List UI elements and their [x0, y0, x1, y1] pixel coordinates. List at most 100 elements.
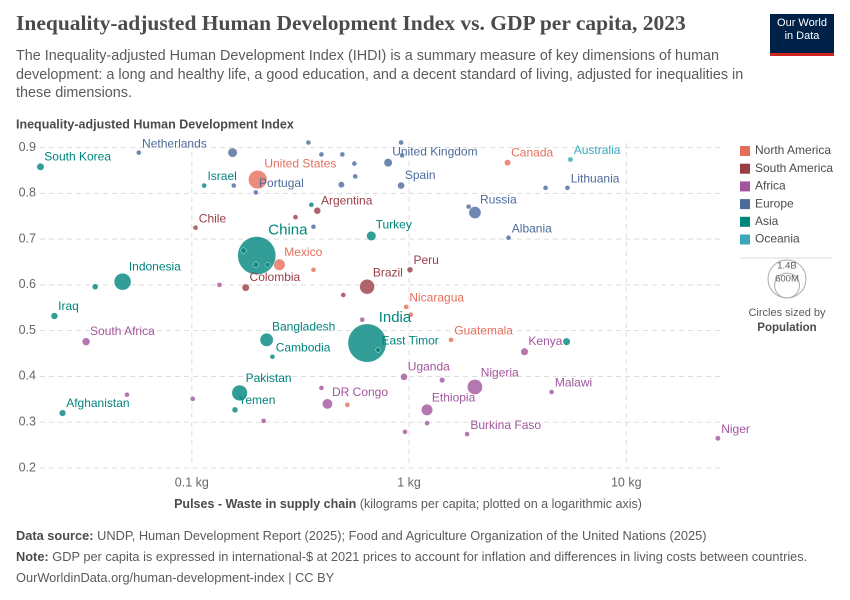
point	[231, 384, 248, 401]
legend-swatch	[740, 146, 750, 156]
point-label: Burkina Faso	[470, 418, 541, 432]
point	[398, 139, 404, 146]
point	[227, 147, 238, 158]
point	[252, 261, 259, 268]
logo-text: Our World	[777, 17, 827, 29]
point-label: Nigeria	[481, 366, 519, 380]
point-label: South Korea	[44, 149, 111, 163]
point	[400, 373, 408, 381]
point-label: Nicaragua	[409, 291, 464, 305]
grid	[40, 143, 720, 469]
point	[467, 379, 483, 395]
footer-text: GDP per capita is expressed in internati…	[52, 549, 808, 564]
legend-swatch	[740, 234, 750, 245]
point-label: Guatemala	[454, 324, 513, 338]
legend-label: South America	[755, 161, 833, 175]
point-label: Colombia	[250, 270, 301, 284]
y-tick-label: 0.4	[19, 369, 36, 383]
point	[402, 429, 408, 435]
point	[464, 431, 470, 437]
x-tick-label: 1 kg	[397, 475, 421, 489]
point-label: Peru	[413, 253, 438, 267]
point	[253, 189, 259, 196]
point-label: Ethiopia	[432, 390, 476, 404]
point	[352, 173, 358, 180]
point	[201, 182, 207, 189]
point	[715, 435, 721, 442]
point	[259, 332, 274, 347]
point	[548, 389, 555, 395]
point	[399, 152, 405, 159]
point	[448, 337, 454, 343]
point	[408, 311, 414, 318]
point-label: Iraq	[58, 299, 79, 313]
point	[318, 151, 325, 158]
point	[81, 337, 91, 346]
point	[313, 207, 321, 215]
point	[465, 203, 472, 210]
point	[564, 185, 571, 191]
legend-swatch	[740, 199, 750, 210]
point-label: Argentina	[321, 193, 373, 207]
logo[interactable]: Our World in Data	[770, 14, 834, 56]
point	[421, 403, 433, 416]
x-tick-label: 0.1 kg	[175, 475, 209, 489]
chart-subtitle: The Inequality-adjusted Human Developmen…	[16, 48, 744, 101]
point-label: United States	[264, 156, 336, 170]
point	[375, 347, 381, 353]
point	[322, 398, 333, 410]
point	[383, 158, 393, 168]
point-label: Malawi	[555, 376, 592, 390]
y-tick-label: 0.2	[19, 460, 36, 474]
footer-note: Note: GDP per capita is expressed in int…	[16, 549, 807, 564]
point	[305, 139, 312, 146]
point-label: India	[379, 309, 412, 326]
footer-url[interactable]: OurWorldinData.org/human-development-ind…	[16, 570, 335, 585]
point	[347, 323, 387, 363]
point-label: Spain	[405, 168, 436, 182]
point-label: South Africa	[90, 324, 155, 338]
point-label: Uganda	[408, 360, 450, 374]
point	[273, 258, 286, 271]
point	[351, 160, 358, 167]
point	[292, 214, 299, 220]
point-label: Russia	[480, 193, 517, 207]
point	[397, 181, 405, 190]
point	[339, 151, 346, 158]
point	[505, 235, 512, 241]
y-tick-label: 0.7	[19, 231, 36, 245]
point-label: Australia	[574, 143, 621, 157]
point	[403, 304, 409, 310]
point	[59, 409, 67, 417]
point	[310, 267, 317, 273]
point-label: China	[268, 222, 308, 239]
logo-text: in Data	[784, 30, 820, 42]
point	[124, 392, 130, 398]
point-label: DR Congo	[332, 385, 388, 399]
size-legend-label: 1.4B	[777, 261, 797, 272]
size-legend-variable: Population	[757, 322, 816, 334]
point-label: Brazil	[373, 265, 403, 279]
point	[248, 170, 268, 190]
point-label: Portugal	[259, 176, 304, 190]
legend-swatch	[740, 163, 750, 174]
x-axis-title-note: (kilograms per capita; plotted on a loga…	[360, 497, 642, 511]
point-label: Pakistan	[246, 371, 292, 385]
point	[231, 406, 239, 414]
point	[318, 385, 325, 391]
point-label: Afghanistan	[66, 396, 129, 410]
y-tick-label: 0.8	[19, 186, 36, 200]
point-label: Lithuania	[571, 172, 620, 186]
y-axis-title: Inequality-adjusted Human Development In…	[16, 117, 294, 131]
point-label: Turkey	[376, 217, 412, 231]
point-label: Mexico	[284, 245, 322, 259]
point	[136, 149, 142, 156]
point-label: Netherlands	[142, 136, 207, 150]
point	[308, 202, 315, 208]
point-label: Israel	[207, 169, 236, 183]
size-legend-caption: Circles sized by	[748, 307, 826, 319]
point	[439, 377, 446, 384]
point	[92, 283, 99, 290]
